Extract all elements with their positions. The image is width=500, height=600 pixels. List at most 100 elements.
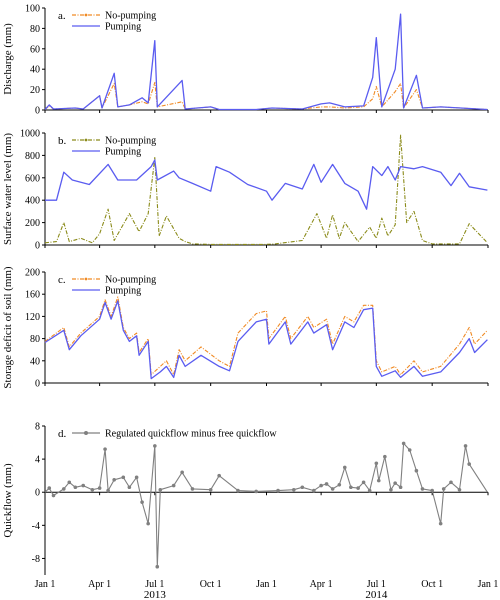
y-tick-label: 80 bbox=[30, 24, 40, 35]
data-point bbox=[457, 487, 462, 492]
legend-label: Regulated quickflow minus free quickflow bbox=[105, 429, 277, 440]
y-tick-label: 400 bbox=[25, 196, 40, 207]
data-point bbox=[420, 487, 425, 491]
legend-marker bbox=[84, 431, 88, 435]
data-point bbox=[106, 488, 110, 493]
data-point bbox=[254, 489, 258, 494]
data-point bbox=[393, 481, 397, 485]
data-point bbox=[51, 493, 56, 498]
y-tick-label: 800 bbox=[25, 151, 40, 162]
y-tick-label: 20 bbox=[30, 85, 40, 96]
data-point bbox=[356, 486, 360, 490]
data-point bbox=[180, 470, 184, 475]
x-tick-label: Jan 1 bbox=[478, 579, 499, 590]
data-point bbox=[398, 485, 403, 490]
data-point bbox=[389, 487, 393, 492]
data-point bbox=[414, 468, 419, 473]
data-point bbox=[463, 444, 468, 448]
data-point bbox=[292, 487, 296, 492]
y-tick-label: 8 bbox=[35, 422, 40, 433]
data-point bbox=[300, 485, 305, 490]
legend-marker bbox=[84, 138, 88, 142]
data-point bbox=[146, 521, 150, 526]
x-tick-label: Jan 1 bbox=[256, 579, 277, 590]
y-tick-label: -4 bbox=[32, 521, 40, 532]
data-point bbox=[155, 564, 160, 569]
data-point bbox=[367, 488, 372, 493]
data-point bbox=[361, 480, 366, 485]
y-axis-label: Storage deficit of soil (mm) bbox=[2, 266, 14, 389]
y-tick-label: 40 bbox=[30, 65, 40, 76]
x-tick-label: Jul 1 bbox=[367, 579, 386, 590]
legend-label: No-pumping bbox=[105, 11, 156, 22]
panel-label: b. bbox=[58, 135, 67, 147]
data-point bbox=[158, 487, 163, 492]
data-point bbox=[407, 448, 412, 452]
data-point bbox=[73, 485, 78, 490]
x-tick-label: Apr 1 bbox=[310, 579, 333, 590]
data-point bbox=[337, 482, 342, 487]
data-point bbox=[62, 487, 66, 491]
data-point bbox=[208, 487, 213, 492]
y-tick-label: 200 bbox=[25, 218, 40, 229]
data-point bbox=[312, 488, 316, 493]
panel-label: a. bbox=[58, 10, 66, 22]
data-point bbox=[376, 478, 381, 483]
series-line bbox=[44, 13, 488, 111]
data-point bbox=[401, 441, 406, 446]
data-point bbox=[441, 487, 446, 491]
y-tick-label: 40 bbox=[30, 356, 40, 367]
y-tick-label: -8 bbox=[32, 554, 40, 565]
x-tick-label: Jul 1 bbox=[145, 579, 164, 590]
y-tick-label: 600 bbox=[25, 173, 40, 184]
y-tick-label: 80 bbox=[30, 334, 40, 345]
data-point bbox=[236, 488, 240, 493]
data-point bbox=[127, 485, 132, 490]
data-point bbox=[103, 447, 107, 451]
data-point bbox=[153, 444, 157, 448]
y-tick-label: 60 bbox=[30, 44, 40, 55]
data-point bbox=[140, 500, 144, 504]
legend-label: No-pumping bbox=[105, 275, 156, 286]
series-line bbox=[44, 81, 488, 111]
legend-label: No-pumping bbox=[105, 136, 156, 147]
x-tick-label: Apr 1 bbox=[88, 579, 111, 590]
y-tick-label: 100 bbox=[25, 4, 40, 15]
data-point bbox=[217, 473, 221, 478]
legend-marker bbox=[84, 13, 88, 17]
series-line bbox=[44, 442, 488, 568]
series-line bbox=[44, 134, 488, 245]
data-point bbox=[319, 483, 323, 488]
y-tick-label: 0 bbox=[35, 379, 40, 390]
y-tick-label: 0 bbox=[35, 488, 40, 499]
y-tick-label: 0 bbox=[35, 241, 40, 252]
series-line bbox=[44, 300, 488, 380]
y-tick-label: 160 bbox=[25, 290, 40, 301]
y-tick-label: 120 bbox=[25, 312, 40, 323]
series-line bbox=[45, 159, 488, 210]
y-tick-label: 1000 bbox=[20, 129, 40, 140]
data-point bbox=[374, 461, 379, 466]
data-point bbox=[449, 480, 453, 485]
data-point bbox=[430, 488, 434, 493]
data-point bbox=[134, 475, 139, 480]
data-point bbox=[171, 483, 176, 488]
y-tick-label: 4 bbox=[35, 455, 40, 466]
data-point bbox=[330, 487, 335, 491]
data-point bbox=[324, 482, 329, 486]
x-tick-label: Jan 1 bbox=[35, 579, 56, 590]
panel-label: d. bbox=[58, 428, 67, 440]
year-label: 2014 bbox=[365, 589, 388, 600]
data-point bbox=[467, 462, 471, 466]
data-point bbox=[81, 483, 86, 488]
data-point bbox=[342, 465, 347, 470]
legend-label: Pumping bbox=[105, 286, 141, 297]
data-point bbox=[349, 485, 353, 490]
data-point bbox=[276, 488, 280, 493]
year-label: 2013 bbox=[144, 589, 167, 600]
x-tick-label: Oct 1 bbox=[200, 579, 222, 590]
data-point bbox=[47, 486, 52, 490]
y-axis-label: Surface water level (mm) bbox=[2, 133, 14, 245]
data-point bbox=[438, 521, 443, 526]
